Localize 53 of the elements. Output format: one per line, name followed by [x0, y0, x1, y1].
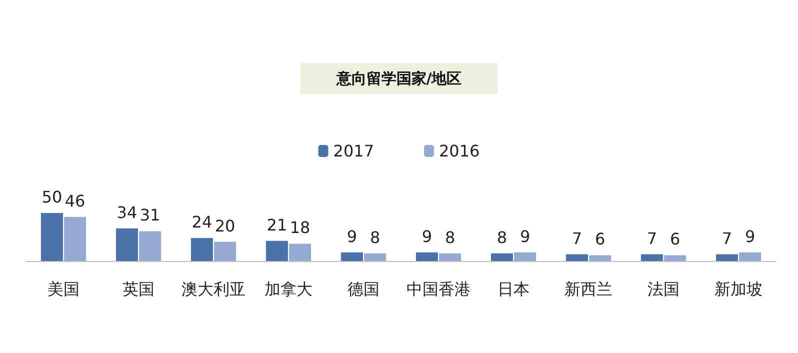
bar	[139, 231, 162, 261]
data-label: 34	[116, 202, 138, 222]
bar	[640, 254, 663, 261]
x-tick-label: 美国	[48, 280, 80, 298]
bar	[364, 253, 386, 261]
bar	[64, 216, 86, 261]
bar	[514, 252, 536, 261]
data-label: 8	[444, 228, 456, 247]
bar	[340, 252, 363, 261]
data-label: 31	[140, 206, 160, 225]
data-label: 9	[520, 226, 530, 246]
x-tick-label: 加拿大	[264, 280, 312, 298]
data-label: 46	[64, 191, 86, 210]
data-label: 20	[214, 216, 236, 236]
bar	[439, 253, 462, 261]
legend-label: 2016	[439, 142, 480, 160]
data-label: 9	[346, 226, 358, 246]
legend-label: 2017	[333, 142, 374, 160]
data-label: 9	[422, 226, 432, 246]
x-tick-label: 澳大利亚	[182, 280, 246, 298]
data-label: 18	[290, 218, 310, 238]
bar	[664, 255, 686, 261]
data-label: 7	[572, 228, 582, 248]
bar	[490, 253, 513, 261]
x-tick-label: 英国	[122, 280, 154, 298]
bar	[589, 255, 612, 261]
x-tick-label: 中国香港	[406, 280, 470, 298]
data-label: 9	[744, 226, 756, 246]
data-label: 8	[496, 228, 508, 247]
bar	[266, 240, 288, 261]
bar	[416, 252, 438, 261]
data-label: 7	[646, 228, 658, 248]
data-label: 7	[722, 228, 732, 248]
x-tick-label: 新西兰	[564, 280, 612, 298]
data-label: 24	[192, 212, 212, 232]
chart-title: 意向留学国家/地区	[335, 70, 462, 88]
data-label: 21	[266, 215, 288, 234]
x-tick-label: 新加坡	[714, 280, 762, 298]
x-tick-label: 法国	[648, 280, 680, 298]
data-label: 8	[370, 228, 380, 247]
data-label: 6	[594, 230, 606, 249]
data-label: 50	[42, 188, 62, 206]
bar	[190, 238, 213, 261]
data-label: 6	[670, 230, 680, 249]
bar	[40, 213, 63, 261]
x-tick-label: 日本	[498, 280, 530, 298]
bar	[716, 254, 738, 261]
bar	[116, 228, 138, 261]
bar	[566, 254, 588, 261]
bar	[739, 252, 762, 261]
bar	[289, 244, 312, 261]
x-tick-label: 德国	[348, 280, 380, 298]
bar	[214, 242, 236, 261]
